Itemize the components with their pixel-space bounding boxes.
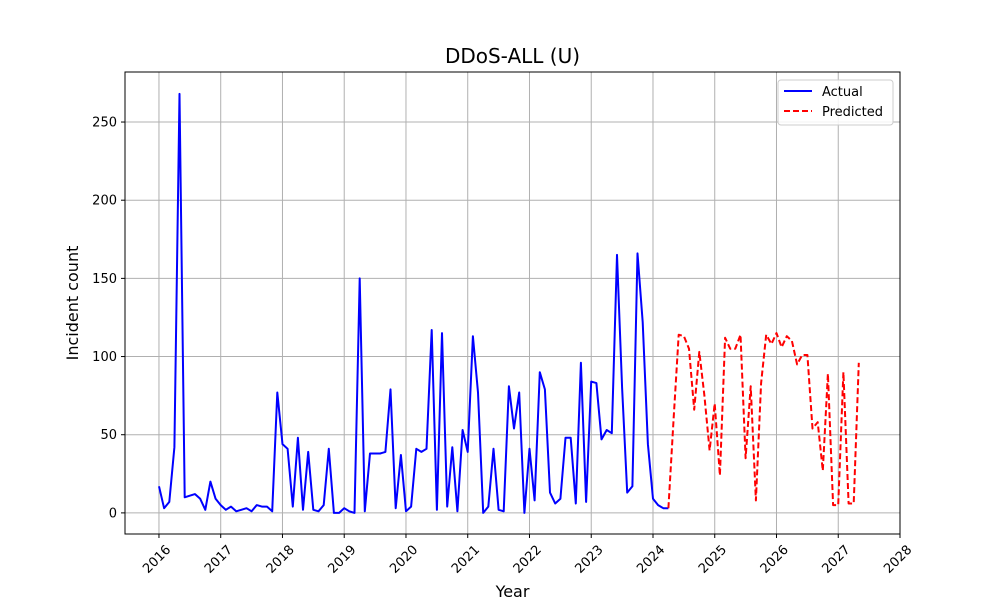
x-tick-label: 2022 xyxy=(511,543,545,577)
x-axis: 2016 2017 2018 2019 2020 2021 2022 2023 2024 2025… xyxy=(140,534,915,577)
x-tick-label: 2023 xyxy=(572,543,606,577)
x-axis-label: Year xyxy=(495,582,530,600)
x-tick-label: 2027 xyxy=(820,543,854,577)
y-tick-label: 100 xyxy=(92,350,117,365)
legend: Actual Predicted xyxy=(777,79,894,126)
x-tick-label: 2024 xyxy=(634,543,668,577)
x-tick-label: 2026 xyxy=(758,543,792,577)
x-tick-label: 2016 xyxy=(140,543,174,577)
plot-frame xyxy=(124,71,901,535)
series-line-predicted xyxy=(667,332,860,509)
grid-lines xyxy=(125,72,901,534)
y-tick-label: 50 xyxy=(100,428,117,443)
y-axis: 0 50 100 150 200 250 xyxy=(92,116,125,521)
x-tick-label: 2020 xyxy=(387,543,421,577)
chart-title: DDoS-ALL (U) xyxy=(445,44,580,68)
y-axis-label: Incident count xyxy=(63,246,82,361)
legend-label-predicted: Predicted xyxy=(822,105,883,120)
x-tick-label: 2021 xyxy=(449,543,483,577)
y-tick-label: 250 xyxy=(92,116,117,131)
x-tick-label: 2017 xyxy=(202,543,236,577)
y-tick-label: 200 xyxy=(92,194,117,209)
x-tick-label: 2025 xyxy=(696,543,730,577)
y-tick-label: 150 xyxy=(92,272,117,287)
y-tick-label: 0 xyxy=(109,506,117,521)
legend-label-actual: Actual xyxy=(822,85,863,100)
x-tick-label: 2028 xyxy=(881,543,915,577)
x-tick-label: 2019 xyxy=(325,543,359,577)
x-tick-label: 2018 xyxy=(264,543,298,577)
series-line-actual xyxy=(158,92,669,514)
series-layer xyxy=(158,92,860,514)
